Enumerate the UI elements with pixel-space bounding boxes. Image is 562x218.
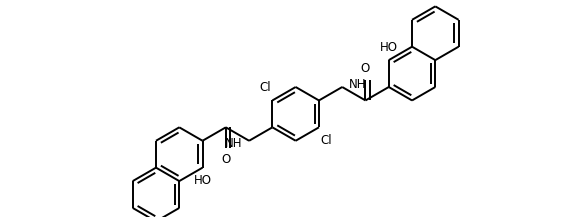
Text: O: O: [361, 62, 370, 75]
Text: Cl: Cl: [260, 81, 271, 94]
Text: HO: HO: [193, 174, 211, 187]
Text: O: O: [221, 153, 230, 166]
Text: Cl: Cl: [320, 134, 332, 147]
Text: NH: NH: [348, 78, 366, 90]
Text: HO: HO: [380, 41, 398, 54]
Text: NH: NH: [225, 137, 243, 150]
